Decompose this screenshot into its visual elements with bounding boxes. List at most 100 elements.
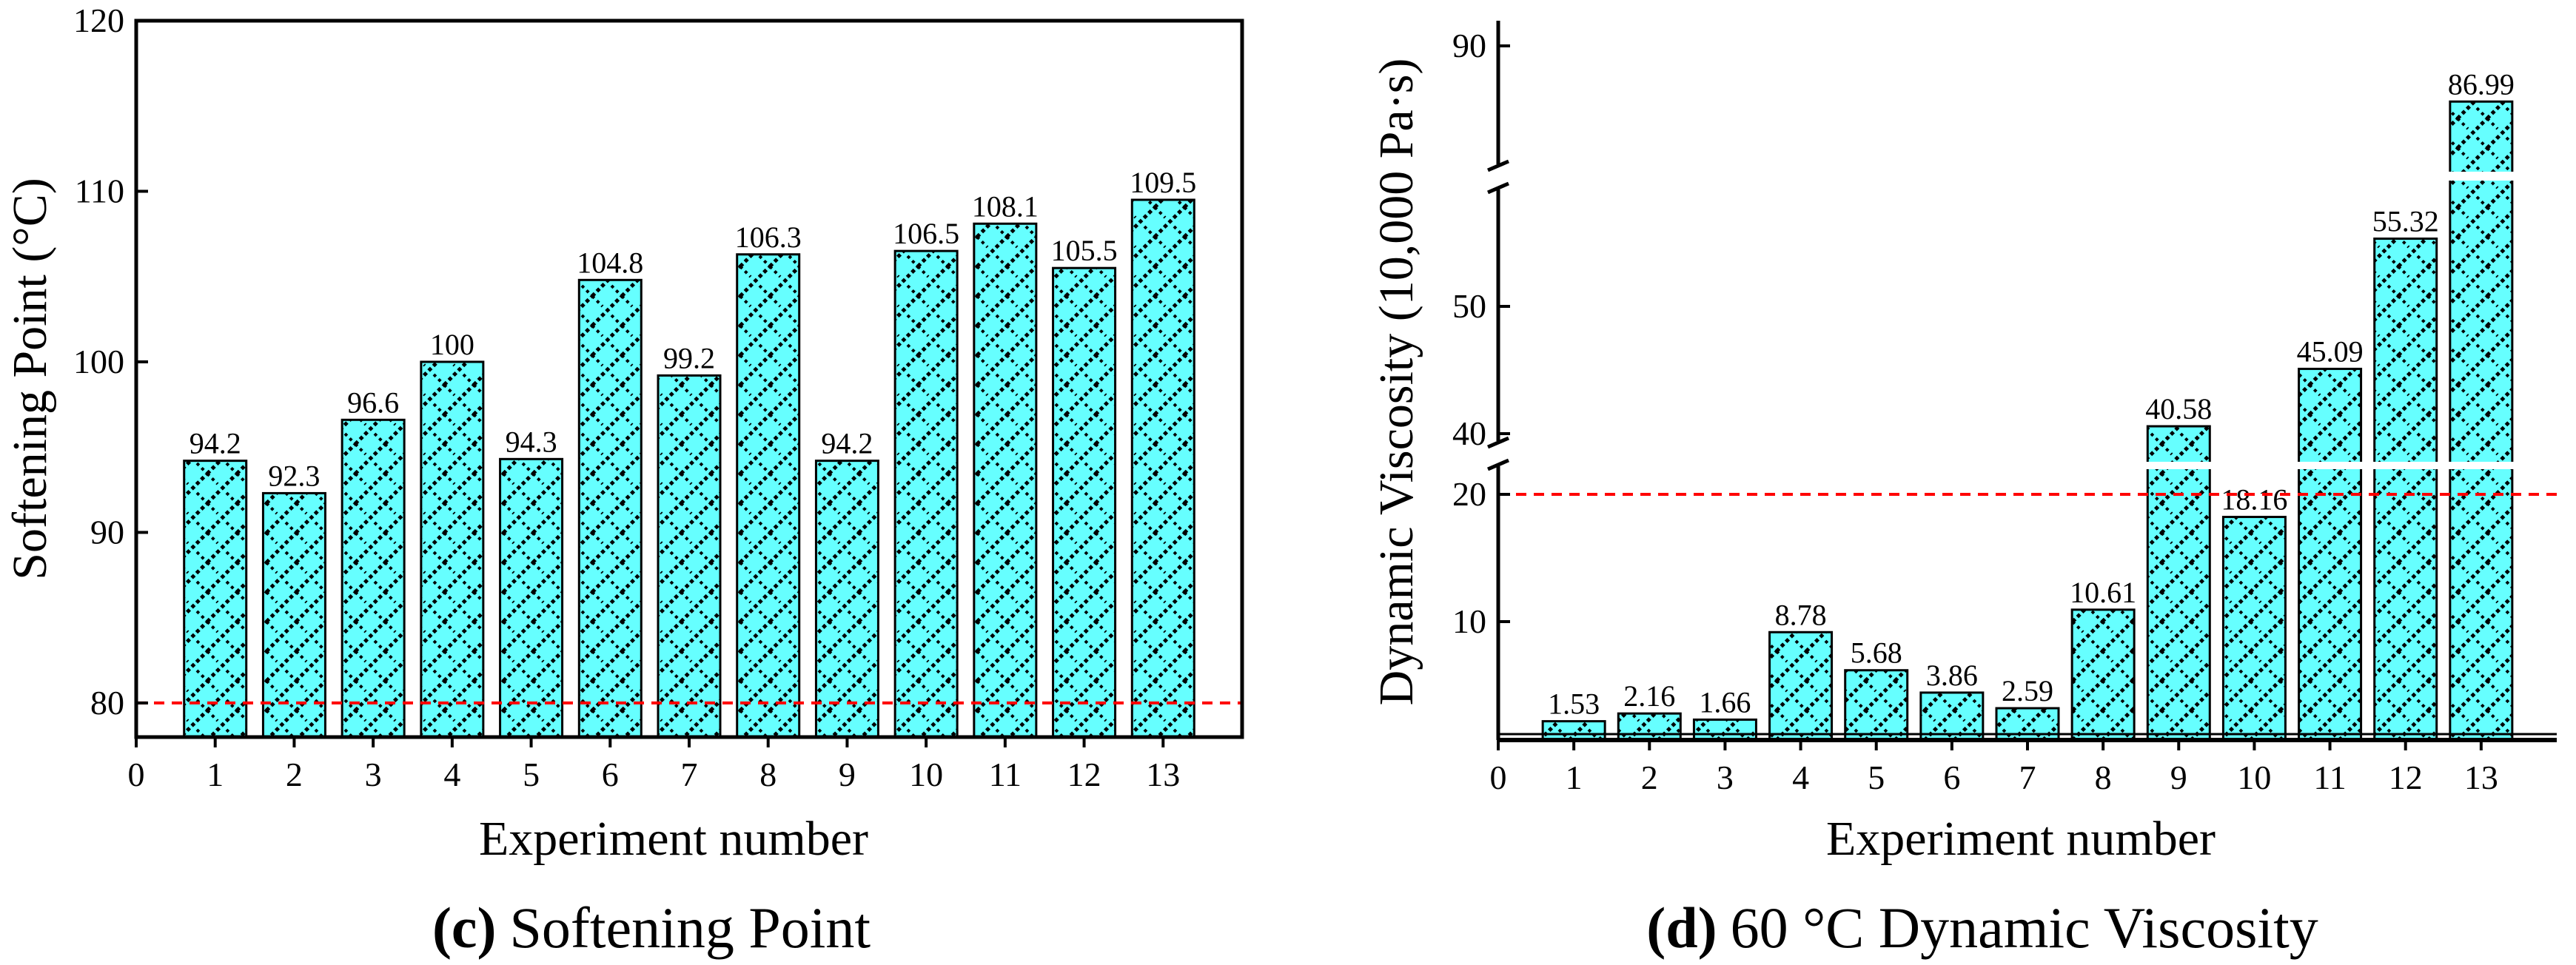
c-title-prefix: (c) <box>432 895 497 960</box>
c-x-tick-label: 13 <box>1146 756 1180 793</box>
c-bar-value-label: 96.6 <box>347 386 399 419</box>
d-bar <box>1617 712 1682 742</box>
d-axis-break-mark <box>1487 181 1509 195</box>
c-x-tick-label: 10 <box>909 756 943 793</box>
d-x-tick-label: 12 <box>2389 759 2423 796</box>
c-x-tick-label: 8 <box>759 756 777 793</box>
d-bar-value-label: 5.68 <box>1851 636 1902 670</box>
c-y-tick-label: 110 <box>75 172 124 209</box>
d-x-axis-label: Experiment number <box>1826 812 2216 866</box>
d-y-tick-label: 20 <box>1452 475 1486 513</box>
d-bar <box>1844 669 1909 742</box>
c-bar <box>1130 198 1195 739</box>
d-y-tick-label: 40 <box>1452 414 1486 452</box>
c-bar <box>420 360 485 739</box>
c-x-tick-label: 6 <box>602 756 619 793</box>
d-x-tick-label: 3 <box>1717 759 1734 796</box>
c-bar <box>499 457 564 739</box>
d-x-ticks: 0 1 2 3 4 5 6 7 8 9 10 11 12 13 <box>1490 740 2498 796</box>
c-bar-value-label: 94.3 <box>506 425 557 458</box>
d-panel-title: (d) 60 °C Dynamic Viscosity <box>1646 895 2318 960</box>
d-title-rest: 60 °C Dynamic Viscosity <box>1731 895 2318 960</box>
c-x-tick-label: 0 <box>128 756 145 793</box>
d-title-prefix: (d) <box>1646 895 1717 960</box>
softening-point-panel: 94.292.396.610094.3104.899.2106.394.2106… <box>3 1 1244 960</box>
d-x-tick-label: 9 <box>2170 759 2187 796</box>
d-x-tick-label: 5 <box>1868 759 1885 796</box>
c-bar-value-label: 106.5 <box>893 217 959 250</box>
c-bars <box>183 198 1195 739</box>
c-bar-value-label: 92.3 <box>268 459 320 492</box>
c-title-rest: Softening Point <box>510 895 871 960</box>
c-bar-value-label: 108.1 <box>972 189 1039 223</box>
c-bar <box>973 222 1038 739</box>
c-bar-value-label: 106.3 <box>735 221 802 254</box>
d-break-gaps <box>2144 172 2515 469</box>
c-y-axis-label: Softening Point (°C) <box>3 178 57 579</box>
c-bar <box>341 418 406 739</box>
c-bar-value-label: 104.8 <box>577 246 643 279</box>
d-axis-break-mark <box>1487 436 1509 449</box>
c-x-tick-label: 1 <box>207 756 224 793</box>
d-x-tick-label: 13 <box>2464 759 2498 796</box>
c-x-tick-label: 3 <box>365 756 382 793</box>
c-y-tick-label: 80 <box>90 684 124 722</box>
d-bar-value-label: 2.59 <box>2002 674 2053 707</box>
d-axis-break-mark <box>1487 159 1509 172</box>
c-x-tick-label: 11 <box>989 756 1022 793</box>
c-bar <box>577 278 643 739</box>
c-bar-value-label: 94.2 <box>821 427 873 460</box>
dynamic-viscosity-panel: 1.53 2.16 1.668.785.683.86 2.5910.6140.5818… <box>1369 21 2557 960</box>
d-bar <box>1995 707 2060 742</box>
c-x-axis-label: Experiment number <box>479 812 868 866</box>
d-bar <box>1768 631 1834 742</box>
c-bar-value-label: 100 <box>430 328 474 361</box>
d-bar-value-label: 18.16 <box>2221 483 2287 517</box>
d-bar <box>2298 367 2363 742</box>
c-y-tick-label: 90 <box>90 513 124 551</box>
d-x-tick-label: 10 <box>2237 759 2271 796</box>
d-bars <box>1541 100 2514 742</box>
d-bar-value-label: 1.66 <box>1699 685 1751 719</box>
d-bar-value-label: 45.09 <box>2297 334 2364 368</box>
d-bar-break-gap <box>2371 462 2440 469</box>
d-y-tick-label: 10 <box>1452 602 1486 640</box>
d-bar <box>1541 720 1606 742</box>
c-x-ticks: 0 1 2 3 4 5 6 7 8 9 10 11 12 13 <box>128 737 1180 793</box>
d-y-ticks: 10 20 40 50 90 <box>1452 27 1510 640</box>
d-bar <box>2221 516 2287 742</box>
d-bar-value-label: 10.61 <box>2070 576 2136 609</box>
c-x-tick-label: 2 <box>286 756 303 793</box>
d-x-tick-label: 4 <box>1792 759 1809 796</box>
d-axis-break-mark <box>1487 458 1509 471</box>
c-bar <box>736 253 801 739</box>
d-x-tick-label: 1 <box>1566 759 1583 796</box>
d-bar-value-label: 55.32 <box>2372 204 2439 238</box>
d-bar-value-label: 40.58 <box>2145 392 2212 426</box>
c-panel-title: (c) Softening Point <box>432 895 871 960</box>
d-bar-value-label: 8.78 <box>1775 598 1827 631</box>
d-bar <box>1692 718 1757 742</box>
d-bar-break-gap <box>2144 462 2213 469</box>
d-bar-break-gap <box>2446 462 2515 469</box>
d-x-tick-label: 6 <box>1943 759 1960 796</box>
d-bar <box>2070 608 2136 742</box>
c-y-ticks: 80 90 100 110 120 <box>73 1 148 722</box>
c-bar-labels: 94.2 92.3 96.6 100 94.3 104.8 99.2 106.3 94.2 106… <box>189 166 1197 492</box>
c-x-tick-label: 5 <box>523 756 540 793</box>
c-bar <box>1052 266 1117 739</box>
c-bar <box>261 491 326 739</box>
c-bar <box>893 249 959 739</box>
c-bar-value-label: 94.2 <box>189 427 241 460</box>
c-bar-value-label: 109.5 <box>1130 166 1196 199</box>
d-bar <box>1919 691 1985 742</box>
d-x-tick-label: 2 <box>1641 759 1658 796</box>
d-bar-value-label: 2.16 <box>1623 679 1675 713</box>
d-bar-value-label: 3.86 <box>1926 659 1978 692</box>
c-bar <box>183 460 248 739</box>
d-bar-break-gap <box>2446 172 2515 181</box>
d-bar-value-label: 86.99 <box>2448 67 2515 101</box>
d-y-axis-label: Dynamic Viscosity (10,000 Pa·s) <box>1369 58 1423 706</box>
d-bar-labels: 1.53 2.16 1.66 8.78 5.68 3.86 2.59 10.61 40.58 18… <box>1548 67 2515 720</box>
c-bar <box>814 460 879 739</box>
